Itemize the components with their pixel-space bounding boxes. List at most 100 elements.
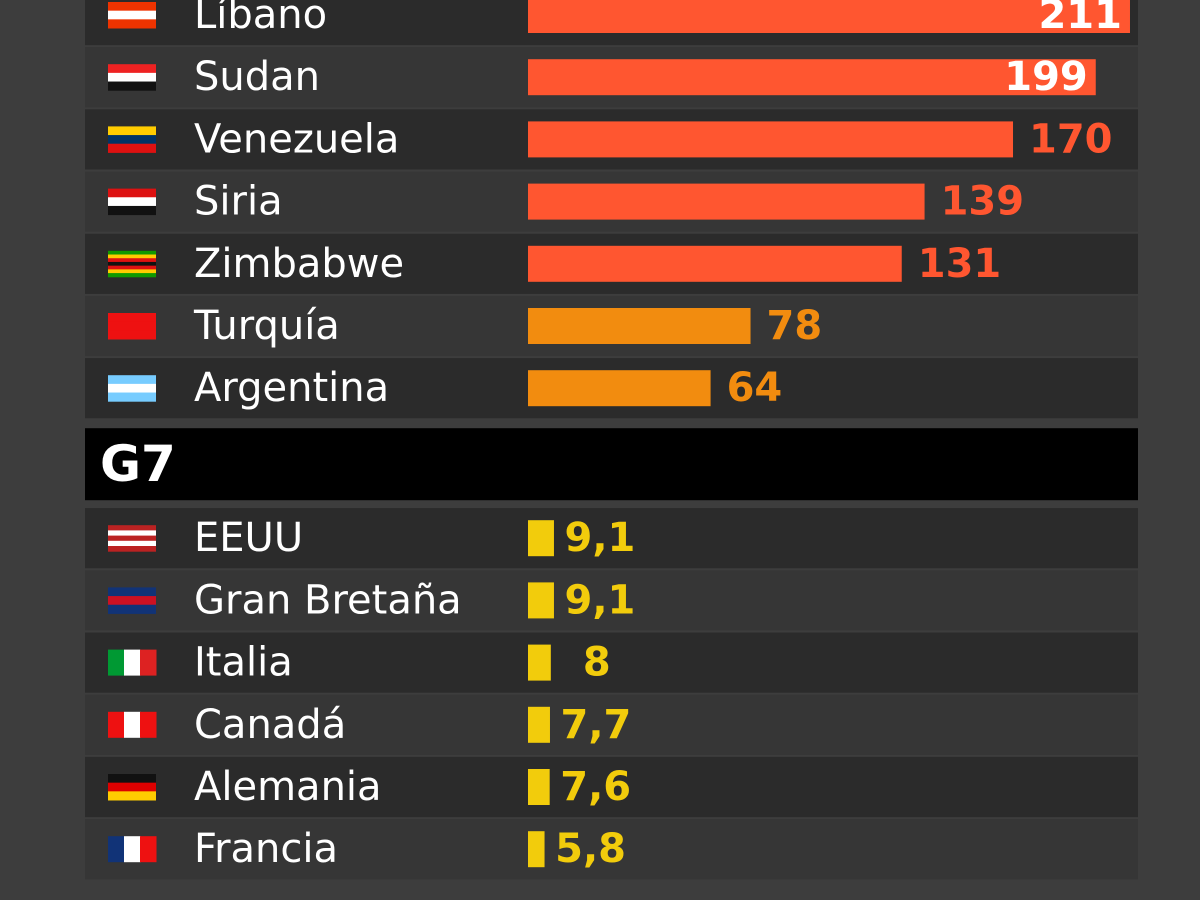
bar [528,183,925,220]
category-label: Líbano [194,0,327,38]
flag-stripe [108,135,156,145]
row-background [85,694,1138,755]
flag-stripe [108,375,156,385]
flag-stripe [108,261,156,267]
flag-stripe [108,188,156,198]
flag-stripe [108,587,156,597]
flag-stripe [108,540,156,547]
flag-stripe [108,392,156,402]
value-label: 139 [941,179,1025,225]
flag [108,188,156,216]
flag [108,313,156,340]
value-label: 8 [583,640,611,686]
flag-stripe [108,836,125,863]
bar [528,0,1130,33]
flag [108,2,156,29]
bar [528,370,711,407]
row-background [85,819,1138,880]
value-label: 199 [1004,54,1088,100]
category-label: Italia [194,640,293,686]
flag-stripe [108,313,156,323]
flag [108,649,157,676]
flag-stripe [108,596,156,606]
flag-stripe [108,64,156,74]
flag-stripe [108,126,156,136]
flag-stripe [108,782,156,792]
flag-stripe [108,321,156,331]
flag-stripe [108,81,156,91]
flag [108,711,157,738]
flag-stripe [108,791,156,801]
flag-stripe [108,604,156,614]
value-label: 78 [767,303,823,349]
flag-stripe [108,383,156,394]
value-label: 211 [1038,0,1122,38]
flag-stripe [108,711,125,738]
flag [108,587,156,614]
flag-stripe [108,530,156,537]
flag-stripe [108,2,156,12]
flag-stripe [140,711,157,738]
flag [108,64,156,91]
flag-stripe [108,535,156,542]
bar [528,831,545,868]
flag-stripe [124,711,141,738]
flag [108,375,156,402]
category-label: Francia [194,826,338,872]
flag [108,774,156,801]
value-label: 9,1 [565,577,636,623]
bar [528,644,551,681]
row-background [85,570,1138,631]
value-label: 5,8 [555,826,626,872]
category-label: Gran Bretaña [194,577,462,623]
category-label: Venezuela [194,116,399,162]
category-label: Canadá [194,702,346,748]
flag-stripe [108,774,156,784]
flag-stripe [108,197,156,207]
row-background [85,632,1138,693]
flag-stripe [108,649,125,676]
flag [108,126,156,153]
flag-stripe [108,265,156,270]
group-header [85,428,1138,501]
value-label: 64 [727,365,783,411]
category-label: Siria [194,179,283,225]
row-background [85,756,1138,818]
value-label: 131 [918,241,1002,287]
flag-stripe [108,525,156,531]
category-label: Turquía [193,303,340,349]
flag-stripe [140,649,157,676]
bar [528,59,1096,96]
flag-stripe [108,546,156,552]
flag-stripe [108,269,156,274]
flag-stripe [124,836,141,863]
category-label: Alemania [194,764,382,810]
flag [108,836,157,863]
value-label: 7,6 [560,764,631,810]
flag-stripe [108,10,156,20]
flag-stripe [108,254,156,259]
bar [528,582,554,619]
value-label: 170 [1029,116,1113,162]
flag-stripe [140,836,157,863]
flag-stripe [108,258,156,263]
flag-stripe [108,330,156,340]
flag-stripe [108,205,156,216]
bar [528,520,554,557]
flag-stripe [108,250,156,256]
bar [528,245,902,282]
flag-stripe [108,19,156,29]
category-label: Sudan [194,54,320,100]
value-label: 7,7 [561,702,632,748]
category-label: Argentina [194,365,389,411]
flag [108,250,156,278]
bar [528,769,550,805]
flag [108,525,156,552]
bar [528,121,1014,158]
flag-stripe [108,143,156,153]
flag-stripe [108,273,156,278]
flag-stripe [108,72,156,83]
group-title: G7 [100,435,176,493]
